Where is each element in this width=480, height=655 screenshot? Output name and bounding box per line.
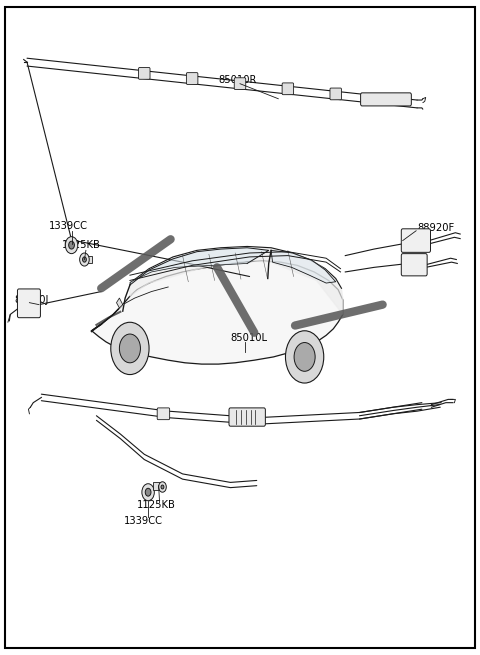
Polygon shape [117, 298, 123, 308]
Circle shape [145, 488, 151, 496]
FancyBboxPatch shape [282, 83, 294, 95]
Polygon shape [271, 250, 336, 283]
FancyBboxPatch shape [139, 67, 150, 79]
Text: 85010R: 85010R [218, 75, 257, 85]
FancyBboxPatch shape [229, 408, 265, 426]
FancyBboxPatch shape [401, 253, 427, 276]
Bar [153, 482, 161, 489]
Text: 88910J: 88910J [14, 295, 48, 305]
Polygon shape [130, 248, 269, 285]
FancyBboxPatch shape [360, 93, 411, 106]
Circle shape [142, 483, 155, 500]
Circle shape [286, 331, 324, 383]
Circle shape [65, 236, 78, 253]
Circle shape [69, 241, 74, 249]
Circle shape [80, 253, 89, 266]
Circle shape [83, 257, 86, 262]
FancyBboxPatch shape [330, 88, 341, 100]
Circle shape [161, 485, 164, 489]
Circle shape [158, 481, 166, 492]
Circle shape [294, 343, 315, 371]
FancyBboxPatch shape [17, 289, 40, 318]
FancyBboxPatch shape [234, 78, 246, 90]
Circle shape [111, 322, 149, 375]
Text: 1125KB: 1125KB [62, 240, 101, 250]
Text: 88920F: 88920F [417, 223, 455, 233]
Text: 1339CC: 1339CC [124, 516, 163, 526]
Text: 1125KB: 1125KB [137, 500, 176, 510]
Polygon shape [130, 246, 343, 314]
Text: 1339CC: 1339CC [48, 221, 87, 231]
FancyBboxPatch shape [157, 408, 169, 420]
Text: 85010L: 85010L [230, 333, 267, 343]
FancyBboxPatch shape [401, 229, 431, 252]
FancyBboxPatch shape [186, 73, 198, 84]
Polygon shape [92, 261, 343, 364]
Circle shape [120, 334, 141, 363]
Bar [82, 255, 92, 263]
